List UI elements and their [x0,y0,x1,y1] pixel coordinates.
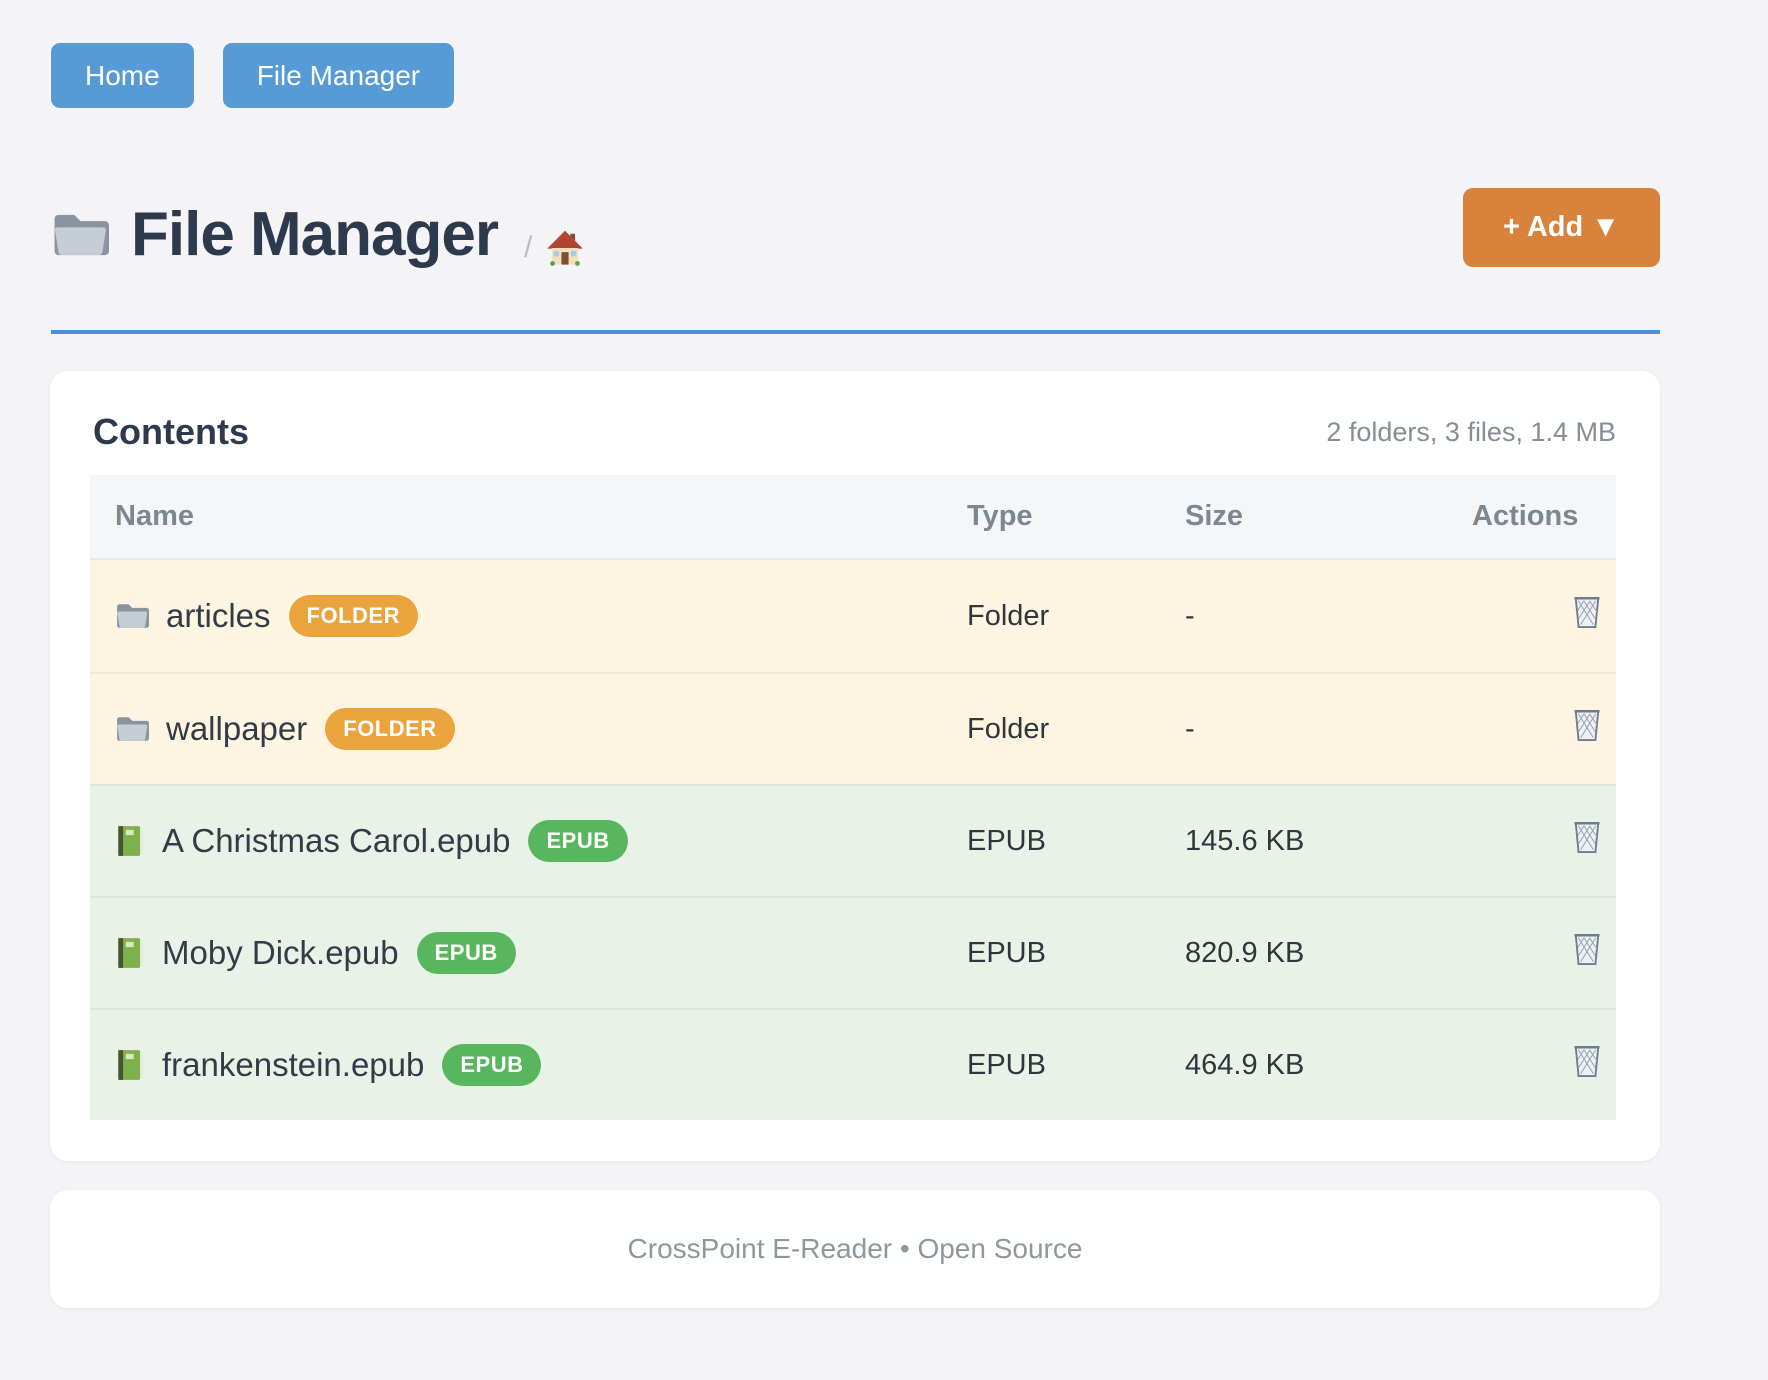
column-header-name: Name [115,500,194,532]
add-button[interactable]: + Add ▼ [1462,188,1660,267]
delete-button[interactable] [1572,594,1602,630]
name-cell: Moby Dick.epub EPUB [90,932,967,974]
cell-type: Folder [967,712,1050,745]
book-icon [118,1050,143,1080]
type-badge: FOLDER [325,708,455,750]
file-name-link[interactable]: A Christmas Carol.epub [162,822,511,859]
cell-actions [1472,1043,1616,1087]
title-group: File Manager / [51,203,584,267]
trash-icon [1573,934,1601,966]
column-header-actions: Actions [1472,500,1579,532]
trash-icon [1573,597,1601,629]
cell-size: 145.6 KB [1185,824,1305,857]
cell-size: 820.9 KB [1185,936,1305,969]
cell-size: - [1185,712,1195,745]
delete-button[interactable] [1572,1043,1602,1079]
book-icon [118,938,143,968]
cell-type: EPUB [967,1048,1046,1081]
cell-size: 464.9 KB [1185,1048,1305,1081]
type-badge: EPUB [416,932,516,974]
folder-icon [54,214,109,255]
table-row: frankenstein.epub EPUB EPUB 464.9 KB [90,1008,1616,1120]
type-badge: EPUB [442,1044,542,1086]
trash-icon [1573,710,1601,742]
house-icon [547,230,584,266]
breadcrumb-home-link[interactable] [546,229,584,267]
table-row: wallpaper FOLDER Folder - [90,672,1616,784]
table-row: articles FOLDER Folder - [90,560,1616,672]
page-title: File Manager [131,199,499,269]
table-row: Moby Dick.epub EPUB EPUB 820.9 KB [90,896,1616,1008]
header-divider [51,330,1660,334]
folder-icon [117,604,149,628]
contents-heading: Contents [93,411,249,452]
folder-icon [117,717,149,741]
footer-card: CrossPoint E-Reader • Open Source [50,1190,1660,1308]
cell-type: EPUB [967,936,1046,969]
files-table: Name Type Size Actions articles FOLDER F… [90,475,1616,1120]
delete-button[interactable] [1572,819,1602,855]
book-icon [118,826,143,856]
page-header: File Manager / + Add ▼ [51,188,1660,267]
type-badge: FOLDER [288,595,418,637]
cell-type: Folder [967,599,1050,632]
cell-actions [1472,931,1616,975]
folder-name-link[interactable]: articles [166,597,271,634]
delete-button[interactable] [1572,707,1602,743]
footer-text: CrossPoint E-Reader • Open Source [627,1233,1083,1264]
cell-actions [1472,594,1616,638]
name-cell: frankenstein.epub EPUB [90,1044,967,1086]
contents-card: Contents 2 folders, 3 files, 1.4 MB Name… [50,371,1660,1161]
column-header-type: Type [967,500,1033,532]
breadcrumb: / [524,229,584,267]
file-name-link[interactable]: Moby Dick.epub [162,934,399,971]
delete-button[interactable] [1572,931,1602,967]
breadcrumb-separator: / [524,230,533,264]
cell-size: - [1185,599,1195,632]
name-cell: wallpaper FOLDER [90,708,967,750]
trash-icon [1573,822,1601,854]
top-nav: Home File Manager [51,43,1768,108]
column-header-size: Size [1185,500,1244,532]
nav-home-button[interactable]: Home [51,43,194,108]
table-row: A Christmas Carol.epub EPUB EPUB 145.6 K… [90,784,1616,896]
cell-type: EPUB [967,824,1046,857]
nav-file-manager-button[interactable]: File Manager [222,43,455,108]
folder-name-link[interactable]: wallpaper [166,710,308,747]
cell-actions [1472,707,1616,751]
type-badge: EPUB [528,820,628,862]
trash-icon [1573,1046,1601,1078]
name-cell: articles FOLDER [90,595,967,637]
cell-actions [1472,819,1616,863]
contents-summary: 2 folders, 3 files, 1.4 MB [1326,416,1616,447]
contents-card-head: Contents 2 folders, 3 files, 1.4 MB [90,411,1616,453]
name-cell: A Christmas Carol.epub EPUB [90,820,967,862]
table-header-row: Name Type Size Actions [90,475,1616,560]
file-name-link[interactable]: frankenstein.epub [162,1046,425,1083]
